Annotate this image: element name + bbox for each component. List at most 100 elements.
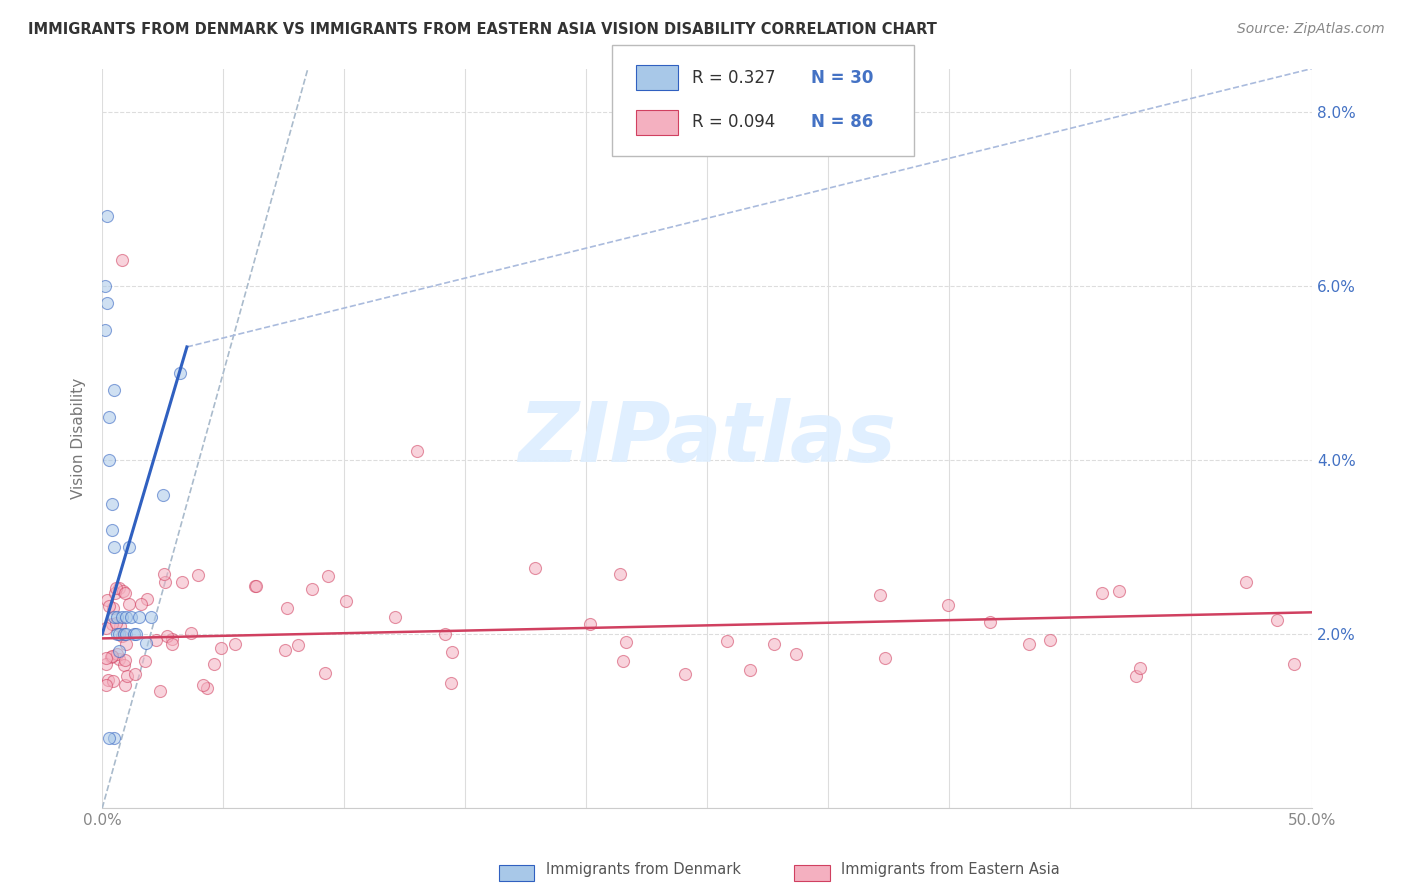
Point bbox=[103, 731, 125, 746]
Point bbox=[434, 626, 457, 640]
Point bbox=[441, 645, 464, 659]
Point bbox=[979, 615, 1001, 630]
Point bbox=[209, 641, 232, 656]
Point bbox=[1108, 583, 1130, 598]
Point bbox=[740, 663, 762, 677]
Point bbox=[135, 636, 157, 650]
Point bbox=[673, 666, 696, 681]
Point bbox=[96, 296, 118, 310]
Point bbox=[114, 653, 136, 667]
Point bbox=[103, 673, 125, 688]
Point bbox=[101, 649, 124, 664]
Point bbox=[195, 681, 218, 695]
Point bbox=[96, 650, 118, 665]
Point bbox=[93, 279, 115, 293]
Point bbox=[111, 629, 134, 643]
Point bbox=[579, 617, 602, 632]
Point bbox=[118, 597, 141, 611]
Point bbox=[384, 610, 406, 624]
Point bbox=[105, 647, 128, 661]
Point bbox=[97, 673, 120, 687]
Point bbox=[105, 627, 128, 641]
Point bbox=[276, 600, 298, 615]
Point bbox=[98, 453, 121, 467]
Point bbox=[938, 598, 960, 612]
Point bbox=[405, 444, 427, 458]
Point bbox=[202, 657, 225, 672]
Point bbox=[869, 588, 891, 602]
Point bbox=[224, 637, 246, 651]
Point bbox=[139, 609, 162, 624]
Point bbox=[135, 591, 157, 606]
Point bbox=[1234, 574, 1257, 589]
Point bbox=[318, 569, 340, 583]
Point bbox=[1018, 637, 1040, 651]
Text: N = 30: N = 30 bbox=[811, 69, 873, 87]
Point bbox=[149, 684, 172, 698]
Point bbox=[1039, 633, 1062, 648]
Point bbox=[98, 731, 121, 746]
Point bbox=[1129, 661, 1152, 675]
Text: IMMIGRANTS FROM DENMARK VS IMMIGRANTS FROM EASTERN ASIA VISION DISABILITY CORREL: IMMIGRANTS FROM DENMARK VS IMMIGRANTS FR… bbox=[28, 22, 936, 37]
Point bbox=[110, 619, 132, 633]
Point bbox=[114, 586, 136, 600]
Point bbox=[156, 629, 179, 643]
Text: Source: ZipAtlas.com: Source: ZipAtlas.com bbox=[1237, 22, 1385, 37]
Point bbox=[439, 675, 461, 690]
Point bbox=[103, 540, 125, 554]
Point bbox=[716, 633, 738, 648]
Point bbox=[243, 579, 266, 593]
Point bbox=[1267, 613, 1289, 627]
Point bbox=[124, 667, 146, 681]
Point bbox=[101, 523, 124, 537]
Point bbox=[125, 627, 148, 641]
Point bbox=[614, 635, 637, 649]
Point bbox=[114, 637, 136, 651]
Point bbox=[160, 632, 183, 647]
Point bbox=[128, 609, 150, 624]
Point bbox=[335, 594, 357, 608]
Point bbox=[112, 658, 135, 673]
Point bbox=[274, 642, 297, 657]
Point bbox=[314, 665, 336, 680]
Point bbox=[1091, 586, 1114, 600]
Point bbox=[612, 654, 634, 668]
Point bbox=[287, 638, 309, 652]
Point bbox=[1282, 657, 1305, 671]
Point bbox=[120, 609, 142, 624]
Point bbox=[763, 637, 786, 651]
Point bbox=[93, 322, 115, 336]
Point bbox=[108, 581, 131, 595]
Point bbox=[153, 575, 176, 590]
Point bbox=[115, 609, 138, 624]
Point bbox=[129, 597, 152, 611]
Text: ZIPatlas: ZIPatlas bbox=[519, 398, 896, 479]
Point bbox=[100, 649, 122, 664]
Point bbox=[108, 627, 131, 641]
Point bbox=[875, 650, 897, 665]
Point bbox=[105, 615, 128, 630]
Point bbox=[96, 678, 118, 692]
Point bbox=[170, 574, 193, 589]
Point bbox=[101, 601, 124, 615]
Point bbox=[187, 567, 209, 582]
Point bbox=[1125, 668, 1147, 682]
Point bbox=[114, 678, 136, 692]
Point bbox=[101, 497, 124, 511]
Point bbox=[108, 644, 131, 658]
Point bbox=[103, 384, 125, 398]
Point bbox=[112, 584, 135, 599]
Point bbox=[101, 616, 124, 631]
Point bbox=[105, 609, 128, 624]
Point bbox=[118, 540, 141, 554]
Point bbox=[108, 652, 131, 666]
Point bbox=[524, 561, 547, 575]
Text: R = 0.327: R = 0.327 bbox=[692, 69, 775, 87]
Point bbox=[160, 637, 183, 651]
Point bbox=[179, 625, 201, 640]
Y-axis label: Vision Disability: Vision Disability bbox=[72, 377, 86, 499]
Point bbox=[96, 593, 118, 607]
Point bbox=[193, 677, 215, 691]
Point bbox=[122, 627, 145, 641]
Point bbox=[145, 632, 167, 647]
